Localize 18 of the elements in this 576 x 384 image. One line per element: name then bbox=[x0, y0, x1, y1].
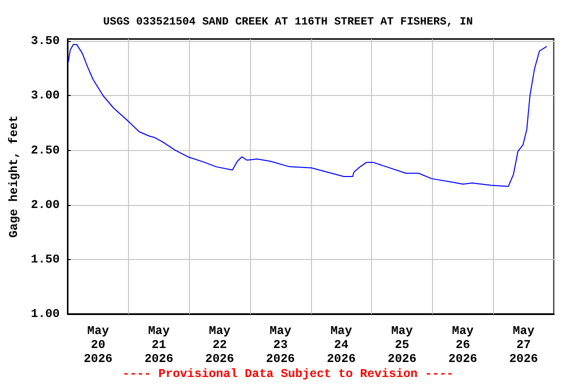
y-tick-label: 1.00 bbox=[30, 307, 60, 321]
y-axis-title: Gage height, feet bbox=[7, 115, 21, 238]
y-tick-label: 2.00 bbox=[30, 198, 60, 212]
x-tick-label: May 21 2026 bbox=[144, 324, 174, 366]
x-tick-label: May 24 2026 bbox=[326, 324, 356, 366]
x-tick-label: May 22 2026 bbox=[205, 324, 234, 366]
text: ---- Provisional Data Subject to Revision ---- bbox=[122, 367, 454, 381]
y-tick-label: 2.50 bbox=[30, 143, 60, 158]
x-tick-label: May 25 2026 bbox=[388, 324, 416, 366]
y-tick-label: 3.00 bbox=[30, 88, 60, 103]
x-tick-label: May 27 2026 bbox=[509, 324, 538, 366]
line-series bbox=[68, 44, 547, 187]
x-tick-label: May 23 2026 bbox=[266, 324, 295, 366]
chart-title: USGS 033521504 SAND CREEK AT 116TH STREET AT FISHERS, IN bbox=[103, 16, 473, 28]
x-tick-label: May 20 2026 bbox=[84, 324, 113, 366]
y-tick-label: 3.50 bbox=[30, 34, 60, 48]
x-tick-label: May 26 2026 bbox=[448, 324, 478, 366]
y-tick-label: 1.50 bbox=[30, 252, 60, 266]
